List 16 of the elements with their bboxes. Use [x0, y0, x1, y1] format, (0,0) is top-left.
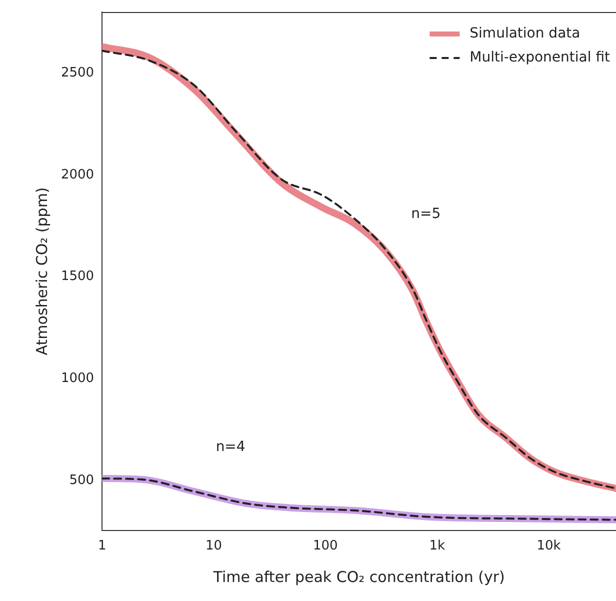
y-tick-label: 1000 [60, 371, 94, 386]
y-tick-label: 500 [69, 472, 94, 488]
legend-label: Multi-exponential fit [470, 50, 611, 66]
annotation: n=5 [411, 206, 441, 222]
y-tick-label: 2500 [60, 65, 94, 80]
x-tick-label: 100 [313, 538, 338, 554]
x-tick-label: 1k [429, 538, 446, 554]
x-tick-label: 10 [205, 538, 222, 554]
x-tick-label: 1 [98, 538, 106, 554]
legend-label: Simulation data [470, 26, 580, 42]
y-axis-title: Atmosheric CO₂ (ppm) [32, 187, 51, 356]
x-axis-title: Time after peak CO₂ concentration (yr) [212, 568, 505, 586]
y-tick-label: 2000 [60, 167, 94, 182]
x-tick-label: 10k [536, 538, 562, 554]
annotation: n=4 [216, 439, 246, 456]
y-tick-label: 1500 [60, 269, 94, 284]
